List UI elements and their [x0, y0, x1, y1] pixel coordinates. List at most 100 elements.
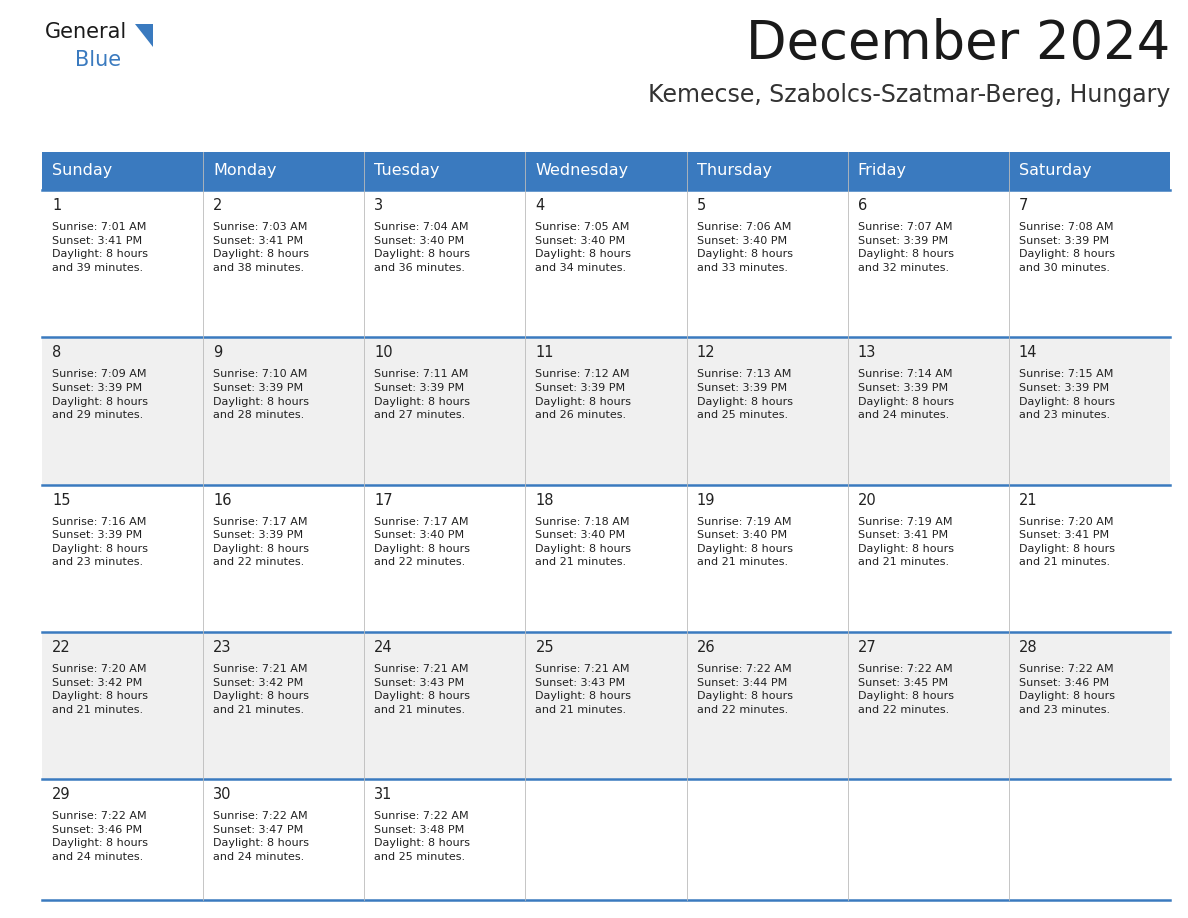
Text: Monday: Monday: [213, 163, 277, 178]
Text: 3: 3: [374, 198, 384, 213]
Text: Sunrise: 7:15 AM
Sunset: 3:39 PM
Daylight: 8 hours
and 23 minutes.: Sunrise: 7:15 AM Sunset: 3:39 PM Dayligh…: [1019, 369, 1114, 420]
Text: December 2024: December 2024: [746, 18, 1170, 70]
Text: Sunrise: 7:07 AM
Sunset: 3:39 PM
Daylight: 8 hours
and 32 minutes.: Sunrise: 7:07 AM Sunset: 3:39 PM Dayligh…: [858, 222, 954, 273]
Bar: [525, 485, 687, 632]
Bar: [687, 485, 848, 632]
Bar: [687, 152, 848, 190]
Bar: [203, 190, 365, 337]
Text: 25: 25: [536, 640, 554, 655]
Text: Sunrise: 7:20 AM
Sunset: 3:41 PM
Daylight: 8 hours
and 21 minutes.: Sunrise: 7:20 AM Sunset: 3:41 PM Dayligh…: [1019, 517, 1114, 567]
Text: 7: 7: [1019, 198, 1029, 213]
Bar: [525, 779, 687, 900]
Bar: [365, 152, 525, 190]
Bar: [848, 152, 1009, 190]
Text: 31: 31: [374, 788, 393, 802]
Bar: [42, 779, 203, 900]
Bar: [365, 632, 525, 779]
Bar: [1009, 190, 1170, 337]
Text: 27: 27: [858, 640, 877, 655]
Bar: [1009, 779, 1170, 900]
Text: 4: 4: [536, 198, 544, 213]
Text: General: General: [45, 22, 127, 42]
Text: 20: 20: [858, 493, 877, 508]
Text: Sunrise: 7:10 AM
Sunset: 3:39 PM
Daylight: 8 hours
and 28 minutes.: Sunrise: 7:10 AM Sunset: 3:39 PM Dayligh…: [213, 369, 309, 420]
Bar: [848, 485, 1009, 632]
Text: Kemecse, Szabolcs-Szatmar-Bereg, Hungary: Kemecse, Szabolcs-Szatmar-Bereg, Hungary: [647, 83, 1170, 107]
Text: Sunrise: 7:12 AM
Sunset: 3:39 PM
Daylight: 8 hours
and 26 minutes.: Sunrise: 7:12 AM Sunset: 3:39 PM Dayligh…: [536, 369, 632, 420]
Text: 9: 9: [213, 345, 222, 360]
Text: Sunrise: 7:21 AM
Sunset: 3:42 PM
Daylight: 8 hours
and 21 minutes.: Sunrise: 7:21 AM Sunset: 3:42 PM Dayligh…: [213, 664, 309, 715]
Bar: [687, 632, 848, 779]
Text: 19: 19: [696, 493, 715, 508]
Bar: [525, 190, 687, 337]
Text: 10: 10: [374, 345, 393, 360]
Bar: [203, 485, 365, 632]
Text: Thursday: Thursday: [696, 163, 771, 178]
Text: Sunrise: 7:17 AM
Sunset: 3:39 PM
Daylight: 8 hours
and 22 minutes.: Sunrise: 7:17 AM Sunset: 3:39 PM Dayligh…: [213, 517, 309, 567]
Text: Wednesday: Wednesday: [536, 163, 628, 178]
Bar: [42, 190, 203, 337]
Text: 13: 13: [858, 345, 876, 360]
Bar: [848, 337, 1009, 485]
Text: Sunrise: 7:22 AM
Sunset: 3:44 PM
Daylight: 8 hours
and 22 minutes.: Sunrise: 7:22 AM Sunset: 3:44 PM Dayligh…: [696, 664, 792, 715]
Text: Tuesday: Tuesday: [374, 163, 440, 178]
Text: Sunrise: 7:01 AM
Sunset: 3:41 PM
Daylight: 8 hours
and 39 minutes.: Sunrise: 7:01 AM Sunset: 3:41 PM Dayligh…: [52, 222, 148, 273]
Text: Sunrise: 7:20 AM
Sunset: 3:42 PM
Daylight: 8 hours
and 21 minutes.: Sunrise: 7:20 AM Sunset: 3:42 PM Dayligh…: [52, 664, 148, 715]
Text: 21: 21: [1019, 493, 1037, 508]
Text: 1: 1: [52, 198, 62, 213]
Text: 29: 29: [52, 788, 70, 802]
Bar: [687, 337, 848, 485]
Text: Sunrise: 7:22 AM
Sunset: 3:46 PM
Daylight: 8 hours
and 24 minutes.: Sunrise: 7:22 AM Sunset: 3:46 PM Dayligh…: [52, 812, 148, 862]
Text: Sunrise: 7:19 AM
Sunset: 3:41 PM
Daylight: 8 hours
and 21 minutes.: Sunrise: 7:19 AM Sunset: 3:41 PM Dayligh…: [858, 517, 954, 567]
Bar: [365, 779, 525, 900]
Bar: [525, 632, 687, 779]
Bar: [848, 632, 1009, 779]
Bar: [1009, 485, 1170, 632]
Text: 6: 6: [858, 198, 867, 213]
Text: 24: 24: [374, 640, 393, 655]
Text: Sunrise: 7:21 AM
Sunset: 3:43 PM
Daylight: 8 hours
and 21 minutes.: Sunrise: 7:21 AM Sunset: 3:43 PM Dayligh…: [536, 664, 632, 715]
Bar: [203, 779, 365, 900]
Text: 30: 30: [213, 788, 232, 802]
Text: 23: 23: [213, 640, 232, 655]
Text: 17: 17: [374, 493, 393, 508]
Text: 8: 8: [52, 345, 62, 360]
Bar: [42, 485, 203, 632]
Text: Sunrise: 7:22 AM
Sunset: 3:46 PM
Daylight: 8 hours
and 23 minutes.: Sunrise: 7:22 AM Sunset: 3:46 PM Dayligh…: [1019, 664, 1114, 715]
Bar: [203, 632, 365, 779]
Bar: [42, 152, 203, 190]
Bar: [365, 337, 525, 485]
Text: Sunrise: 7:22 AM
Sunset: 3:45 PM
Daylight: 8 hours
and 22 minutes.: Sunrise: 7:22 AM Sunset: 3:45 PM Dayligh…: [858, 664, 954, 715]
Bar: [42, 337, 203, 485]
Bar: [848, 779, 1009, 900]
Bar: [365, 485, 525, 632]
Text: 14: 14: [1019, 345, 1037, 360]
Text: Sunrise: 7:21 AM
Sunset: 3:43 PM
Daylight: 8 hours
and 21 minutes.: Sunrise: 7:21 AM Sunset: 3:43 PM Dayligh…: [374, 664, 470, 715]
Text: Sunrise: 7:18 AM
Sunset: 3:40 PM
Daylight: 8 hours
and 21 minutes.: Sunrise: 7:18 AM Sunset: 3:40 PM Dayligh…: [536, 517, 632, 567]
Text: Sunrise: 7:13 AM
Sunset: 3:39 PM
Daylight: 8 hours
and 25 minutes.: Sunrise: 7:13 AM Sunset: 3:39 PM Dayligh…: [696, 369, 792, 420]
Text: Sunrise: 7:16 AM
Sunset: 3:39 PM
Daylight: 8 hours
and 23 minutes.: Sunrise: 7:16 AM Sunset: 3:39 PM Dayligh…: [52, 517, 148, 567]
Text: Saturday: Saturday: [1019, 163, 1092, 178]
Bar: [525, 152, 687, 190]
Text: Sunrise: 7:04 AM
Sunset: 3:40 PM
Daylight: 8 hours
and 36 minutes.: Sunrise: 7:04 AM Sunset: 3:40 PM Dayligh…: [374, 222, 470, 273]
Text: Friday: Friday: [858, 163, 906, 178]
Bar: [203, 337, 365, 485]
Text: Sunrise: 7:22 AM
Sunset: 3:47 PM
Daylight: 8 hours
and 24 minutes.: Sunrise: 7:22 AM Sunset: 3:47 PM Dayligh…: [213, 812, 309, 862]
Text: Sunrise: 7:11 AM
Sunset: 3:39 PM
Daylight: 8 hours
and 27 minutes.: Sunrise: 7:11 AM Sunset: 3:39 PM Dayligh…: [374, 369, 470, 420]
Text: 28: 28: [1019, 640, 1037, 655]
Text: 22: 22: [52, 640, 71, 655]
Text: 12: 12: [696, 345, 715, 360]
Text: Sunrise: 7:06 AM
Sunset: 3:40 PM
Daylight: 8 hours
and 33 minutes.: Sunrise: 7:06 AM Sunset: 3:40 PM Dayligh…: [696, 222, 792, 273]
Text: Sunrise: 7:17 AM
Sunset: 3:40 PM
Daylight: 8 hours
and 22 minutes.: Sunrise: 7:17 AM Sunset: 3:40 PM Dayligh…: [374, 517, 470, 567]
Bar: [1009, 337, 1170, 485]
Text: Sunday: Sunday: [52, 163, 112, 178]
Text: Blue: Blue: [75, 50, 121, 70]
Text: Sunrise: 7:19 AM
Sunset: 3:40 PM
Daylight: 8 hours
and 21 minutes.: Sunrise: 7:19 AM Sunset: 3:40 PM Dayligh…: [696, 517, 792, 567]
Bar: [687, 779, 848, 900]
Text: Sunrise: 7:09 AM
Sunset: 3:39 PM
Daylight: 8 hours
and 29 minutes.: Sunrise: 7:09 AM Sunset: 3:39 PM Dayligh…: [52, 369, 148, 420]
Bar: [848, 190, 1009, 337]
Text: Sunrise: 7:08 AM
Sunset: 3:39 PM
Daylight: 8 hours
and 30 minutes.: Sunrise: 7:08 AM Sunset: 3:39 PM Dayligh…: [1019, 222, 1114, 273]
Bar: [525, 337, 687, 485]
Text: Sunrise: 7:05 AM
Sunset: 3:40 PM
Daylight: 8 hours
and 34 minutes.: Sunrise: 7:05 AM Sunset: 3:40 PM Dayligh…: [536, 222, 632, 273]
Text: 18: 18: [536, 493, 554, 508]
